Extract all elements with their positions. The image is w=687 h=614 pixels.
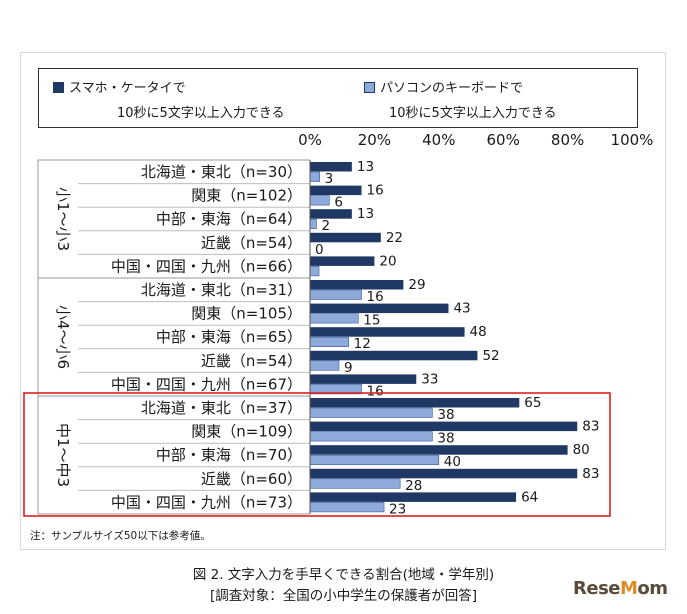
category-label: 北海道・東北（n=31）: [141, 281, 302, 299]
bar-keyboard: [309, 336, 349, 348]
x-tick-label: 60%: [487, 131, 520, 149]
bar-keyboard: [309, 195, 330, 206]
resemom-logo: ReseMom: [573, 578, 668, 599]
bar-smartphone: [310, 421, 578, 432]
bar-keyboard: [309, 478, 401, 489]
x-tick-label: 100%: [611, 131, 654, 149]
data-label-keyboard: 16: [367, 383, 384, 399]
category-label: 中国・四国・九州（n=67）: [111, 375, 302, 393]
data-label-smartphone: 20: [379, 253, 396, 269]
bar-keyboard: [309, 218, 317, 229]
sample-size-note: 注：サンプルサイズ50以下は参考値。: [30, 529, 211, 542]
bar-smartphone: [310, 468, 578, 479]
data-label-keyboard: 9: [344, 360, 353, 376]
category-label: 中部・東海（n=64）: [156, 210, 302, 228]
legend-swatch-smartphone: [53, 82, 64, 93]
bar-keyboard: [309, 266, 320, 277]
category-label: 北海道・東北（n=30）: [141, 163, 302, 181]
data-label-smartphone: 43: [453, 301, 470, 317]
data-label-smartphone: 33: [421, 371, 438, 387]
data-label-smartphone: 83: [582, 419, 599, 435]
data-label-keyboard: 16: [367, 289, 384, 305]
bar-keyboard: [309, 313, 359, 324]
data-label-keyboard: 23: [389, 501, 406, 517]
bar-smartphone: [310, 445, 568, 455]
data-label-keyboard: 12: [354, 336, 371, 352]
data-label-smartphone: 83: [582, 466, 599, 482]
bar-smartphone: [310, 232, 381, 243]
category-label: 近畿（n=60）: [201, 470, 302, 488]
legend: スマホ・ケータイで 10秒に5文字以上入力できる パソコンのキーボードで 10秒…: [38, 68, 638, 128]
x-tick-label: 0%: [298, 131, 322, 149]
data-label-keyboard: 40: [444, 454, 461, 470]
category-label: 中部・東海（n=65）: [156, 328, 302, 346]
bar-smartphone: [310, 185, 362, 196]
bar-keyboard: [309, 360, 340, 371]
bar-keyboard: [309, 502, 385, 513]
legend-keyboard-line2: 10秒に5文字以上入力できる: [389, 106, 557, 121]
data-label-smartphone: 65: [524, 395, 541, 411]
bar-keyboard: [309, 289, 362, 300]
highlight-box: [23, 392, 611, 517]
group-label: 小1～小3: [54, 187, 72, 251]
category-label: 北海道・東北（n=37）: [141, 399, 302, 417]
caption-title: 図 2. 文字入力を手早くできる割合(地域・学年別): [192, 567, 495, 583]
bar-smartphone: [310, 374, 417, 384]
data-label-keyboard: 28: [405, 478, 422, 494]
x-tick-label: 20%: [358, 131, 391, 149]
data-label-smartphone: 80: [573, 442, 590, 458]
data-label-keyboard: 6: [334, 195, 343, 211]
bar-keyboard: [309, 171, 320, 182]
bar-smartphone: [310, 327, 465, 337]
legend-smartphone-line1: スマホ・ケータイで: [69, 81, 186, 96]
category-label: 近畿（n=54）: [201, 234, 302, 252]
data-label-smartphone: 48: [470, 324, 487, 340]
legend-keyboard-line1: パソコンのキーボードで: [380, 81, 524, 96]
category-label: 中国・四国・九州（n=66）: [111, 257, 302, 275]
category-label: 関東（n=102）: [191, 187, 302, 205]
data-label-smartphone: 13: [357, 159, 374, 175]
data-label-keyboard: 38: [437, 431, 454, 447]
group-label: 小4～小6: [54, 305, 72, 369]
x-tick-label: 40%: [422, 131, 455, 149]
data-label-smartphone: 64: [521, 489, 538, 505]
bar-smartphone: [310, 162, 352, 172]
category-label: 中国・四国・九州（n=73）: [111, 493, 302, 511]
data-label-keyboard: 3: [325, 171, 334, 187]
data-label-smartphone: 16: [367, 183, 384, 199]
data-label-smartphone: 22: [386, 230, 403, 246]
data-label-keyboard: 0: [315, 242, 324, 258]
bar-smartphone: [310, 350, 478, 361]
bar-keyboard: [309, 407, 433, 418]
category-label: 関東（n=105）: [191, 305, 302, 323]
data-label-keyboard: 38: [437, 407, 454, 423]
category-label: 中部・東海（n=70）: [156, 446, 302, 464]
data-label-smartphone: 29: [408, 277, 425, 293]
bar-smartphone: [310, 209, 352, 219]
bar-smartphone: [310, 398, 520, 408]
data-label-keyboard: 2: [321, 218, 330, 234]
bar-smartphone: [310, 256, 375, 266]
caption-subtitle: [調査対象：全国の小中学生の保護者が回答]: [209, 588, 478, 604]
bar-smartphone: [310, 303, 449, 314]
data-label-keyboard: 15: [363, 313, 380, 329]
data-label-smartphone: 52: [482, 348, 499, 364]
bar-smartphone: [310, 492, 517, 502]
group-label: 中1～中3: [54, 423, 72, 487]
x-tick-label: 80%: [551, 131, 584, 149]
legend-smartphone-line2: 10秒に5文字以上入力できる: [117, 106, 285, 121]
bar-smartphone: [310, 280, 404, 290]
bar-keyboard: [309, 431, 433, 442]
legend-swatch-keyboard: [364, 82, 375, 93]
category-label: 関東（n=109）: [191, 423, 302, 441]
category-label: 近畿（n=54）: [201, 352, 302, 370]
data-label-smartphone: 13: [357, 206, 374, 222]
bar-keyboard: [309, 454, 440, 466]
